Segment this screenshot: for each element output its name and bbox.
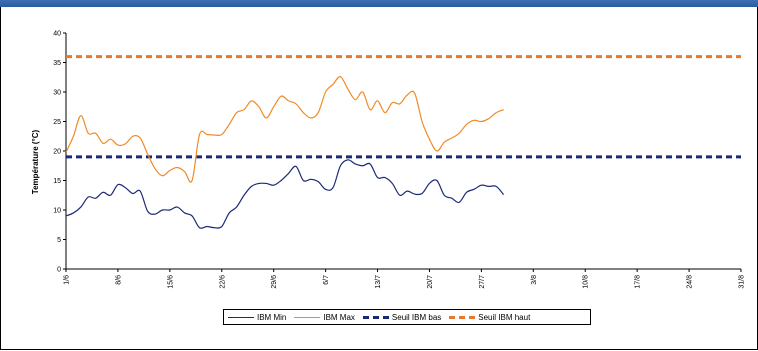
x-tick-label: 8/6 (115, 275, 122, 285)
legend-item-seuil-haut: Seuil IBM haut (449, 313, 530, 322)
legend-label-seuil-haut: Seuil IBM haut (478, 312, 531, 322)
y-tick-label: 15 (53, 178, 61, 185)
x-tick-label: 15/6 (167, 275, 174, 289)
legend-line-seuil-bas (362, 315, 389, 319)
legend-line-ibm-min (228, 316, 254, 318)
legend-item-ibm-min: IBM Min (228, 313, 286, 322)
x-tick-label: 1/6 (64, 275, 71, 285)
x-tick-label: 6/7 (323, 275, 330, 285)
series-line-ibm-max (65, 76, 504, 183)
window-titlebar (0, 0, 758, 7)
x-tick-label: 13/7 (375, 275, 382, 289)
y-tick-label: 5 (57, 237, 61, 244)
series-line-ibm-min (65, 159, 505, 229)
y-tick-label: 10 (53, 208, 61, 215)
x-tick-label: 31/8 (739, 275, 746, 289)
y-tick-label: 20 (53, 149, 61, 156)
x-tick-label: 27/7 (479, 275, 486, 289)
legend-line-seuil-haut (449, 315, 476, 319)
y-tick-label: 35 (53, 60, 61, 67)
y-axis-label: Température (°C) (31, 129, 40, 194)
legend-label-seuil-bas: Seuil IBM bas (391, 312, 442, 322)
y-tick-label: 0 (57, 267, 61, 274)
y-tick-label: 30 (53, 90, 61, 97)
chart-legend: IBM Min IBM Max Seuil IBM bas Seuil IBM … (223, 309, 591, 325)
legend-line-ibm-max (294, 316, 321, 318)
y-tick-label: 25 (53, 119, 61, 126)
x-tick-label: 29/6 (271, 275, 278, 289)
legend-item-seuil-bas: Seuil IBM bas (362, 312, 442, 322)
legend-label-ibm-max: IBM Max (323, 312, 355, 322)
x-tick-label: 3/8 (531, 275, 538, 285)
x-tick-label: 24/8 (687, 275, 694, 289)
x-tick-label: 10/8 (583, 275, 590, 289)
chart-series (65, 55, 741, 229)
x-tick-label: 22/6 (219, 275, 226, 289)
x-tick-label: 17/8 (635, 275, 642, 289)
x-tick-label: 20/7 (427, 275, 434, 289)
y-tick-label: 40 (53, 31, 61, 38)
legend-item-ibm-max: IBM Max (294, 313, 355, 322)
legend-label-ibm-min: IBM Min (257, 312, 287, 322)
chart-axes: 0 5 10 15 20 25 30 35 40 1/6 8/6 15/6 22/6 29/6 6/7 13/… (53, 31, 745, 289)
